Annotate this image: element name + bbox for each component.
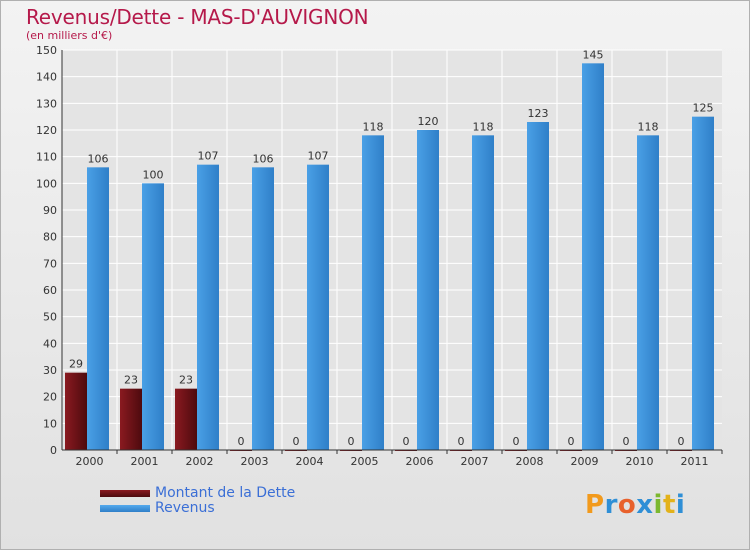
bar-revenue (527, 122, 549, 450)
x-tick-label: 2000 (76, 455, 104, 468)
y-tick-label: 80 (43, 231, 57, 244)
data-label-debt: 0 (513, 435, 520, 448)
x-tick-label: 2009 (571, 455, 599, 468)
y-tick-label: 130 (36, 97, 57, 110)
bar-debt (120, 388, 142, 450)
logo-letter: r (604, 490, 618, 520)
data-label-revenue: 125 (693, 102, 714, 115)
logo-letter: x (636, 490, 654, 520)
x-tick-label: 2004 (296, 455, 324, 468)
bar-revenue (252, 167, 274, 451)
logo-letter: i (653, 490, 663, 520)
logo-letter: t (662, 490, 676, 520)
y-tick-label: 20 (43, 391, 57, 404)
data-label-debt: 23 (124, 374, 138, 387)
legend-swatch-debt (100, 490, 150, 497)
y-tick-label: 40 (43, 337, 57, 350)
data-label-revenue: 107 (308, 150, 329, 163)
y-tick-label: 50 (43, 311, 57, 324)
y-tick-label: 30 (43, 364, 57, 377)
y-tick-label: 90 (43, 204, 57, 217)
bar-revenue (87, 167, 109, 451)
data-label-debt: 0 (348, 435, 355, 448)
x-tick-label: 2005 (351, 455, 379, 468)
data-label-debt: 0 (678, 435, 685, 448)
bar-revenue (362, 135, 384, 451)
proxiti-logo: Proxiti (585, 490, 685, 520)
bar-revenue (582, 63, 604, 450)
bar-debt (65, 372, 87, 450)
legend-swatch-revenue (100, 505, 150, 512)
data-label-debt: 0 (238, 435, 245, 448)
chart-subtitle: (en milliers d'€) (26, 29, 113, 42)
chart-title: Revenus/Dette - MAS-D'AUVIGNON (26, 5, 369, 29)
x-tick-label: 2003 (241, 455, 269, 468)
bars: 29 106 23 100 23 107 0 106 0 107 0 118 0 120 0 118 0 123 0… (65, 48, 714, 451)
y-tick-label: 70 (43, 257, 57, 270)
x-tick-label: 2002 (186, 455, 214, 468)
data-label-revenue: 123 (528, 107, 549, 120)
y-tick-label: 120 (36, 124, 57, 137)
y-tick-label: 150 (36, 44, 57, 57)
data-label-debt: 0 (568, 435, 575, 448)
y-tick-label: 60 (43, 284, 57, 297)
x-tick-label: 2006 (406, 455, 434, 468)
x-tick-label: 2010 (626, 455, 654, 468)
bar-revenue (307, 164, 329, 450)
data-label-revenue: 145 (583, 48, 604, 61)
y-tick-label: 10 (43, 417, 57, 430)
x-tick-label: 2001 (131, 455, 159, 468)
legend-label-debt: Montant de la Dette (155, 485, 296, 501)
bar-revenue (472, 135, 494, 451)
bar-revenue (197, 164, 219, 450)
data-label-debt: 29 (69, 358, 83, 371)
bar-revenue (417, 130, 439, 450)
axes: 0 10 20 30 40 50 60 70 80 90 100 110 120 130 140 150 200… (36, 44, 723, 468)
data-label-revenue: 118 (638, 120, 659, 133)
x-tick-label: 2008 (516, 455, 544, 468)
bar-debt (175, 388, 197, 450)
bar-revenue (692, 116, 714, 451)
y-tick-label: 110 (36, 151, 57, 164)
legend-label-revenue: Revenus (155, 500, 215, 516)
y-tick-label: 0 (50, 444, 57, 457)
data-label-revenue: 106 (253, 152, 274, 165)
data-label-revenue: 107 (198, 150, 219, 163)
data-label-revenue: 100 (143, 168, 164, 181)
logo-letter: o (617, 490, 637, 520)
data-label-revenue: 118 (473, 120, 494, 133)
data-label-debt: 0 (458, 435, 465, 448)
data-label-revenue: 118 (363, 120, 384, 133)
bar-revenue (142, 183, 164, 451)
data-label-debt: 0 (293, 435, 300, 448)
data-label-debt: 23 (179, 374, 193, 387)
data-label-debt: 0 (403, 435, 410, 448)
logo-letter: P (585, 490, 605, 520)
bar-revenue (637, 135, 659, 451)
data-label-revenue: 106 (88, 152, 109, 165)
data-label-revenue: 120 (418, 115, 439, 128)
x-tick-label: 2007 (461, 455, 489, 468)
data-label-debt: 0 (623, 435, 630, 448)
logo-letter: i (675, 490, 686, 520)
y-tick-label: 140 (36, 71, 57, 84)
y-tick-label: 100 (36, 177, 57, 190)
x-tick-label: 2011 (681, 455, 709, 468)
